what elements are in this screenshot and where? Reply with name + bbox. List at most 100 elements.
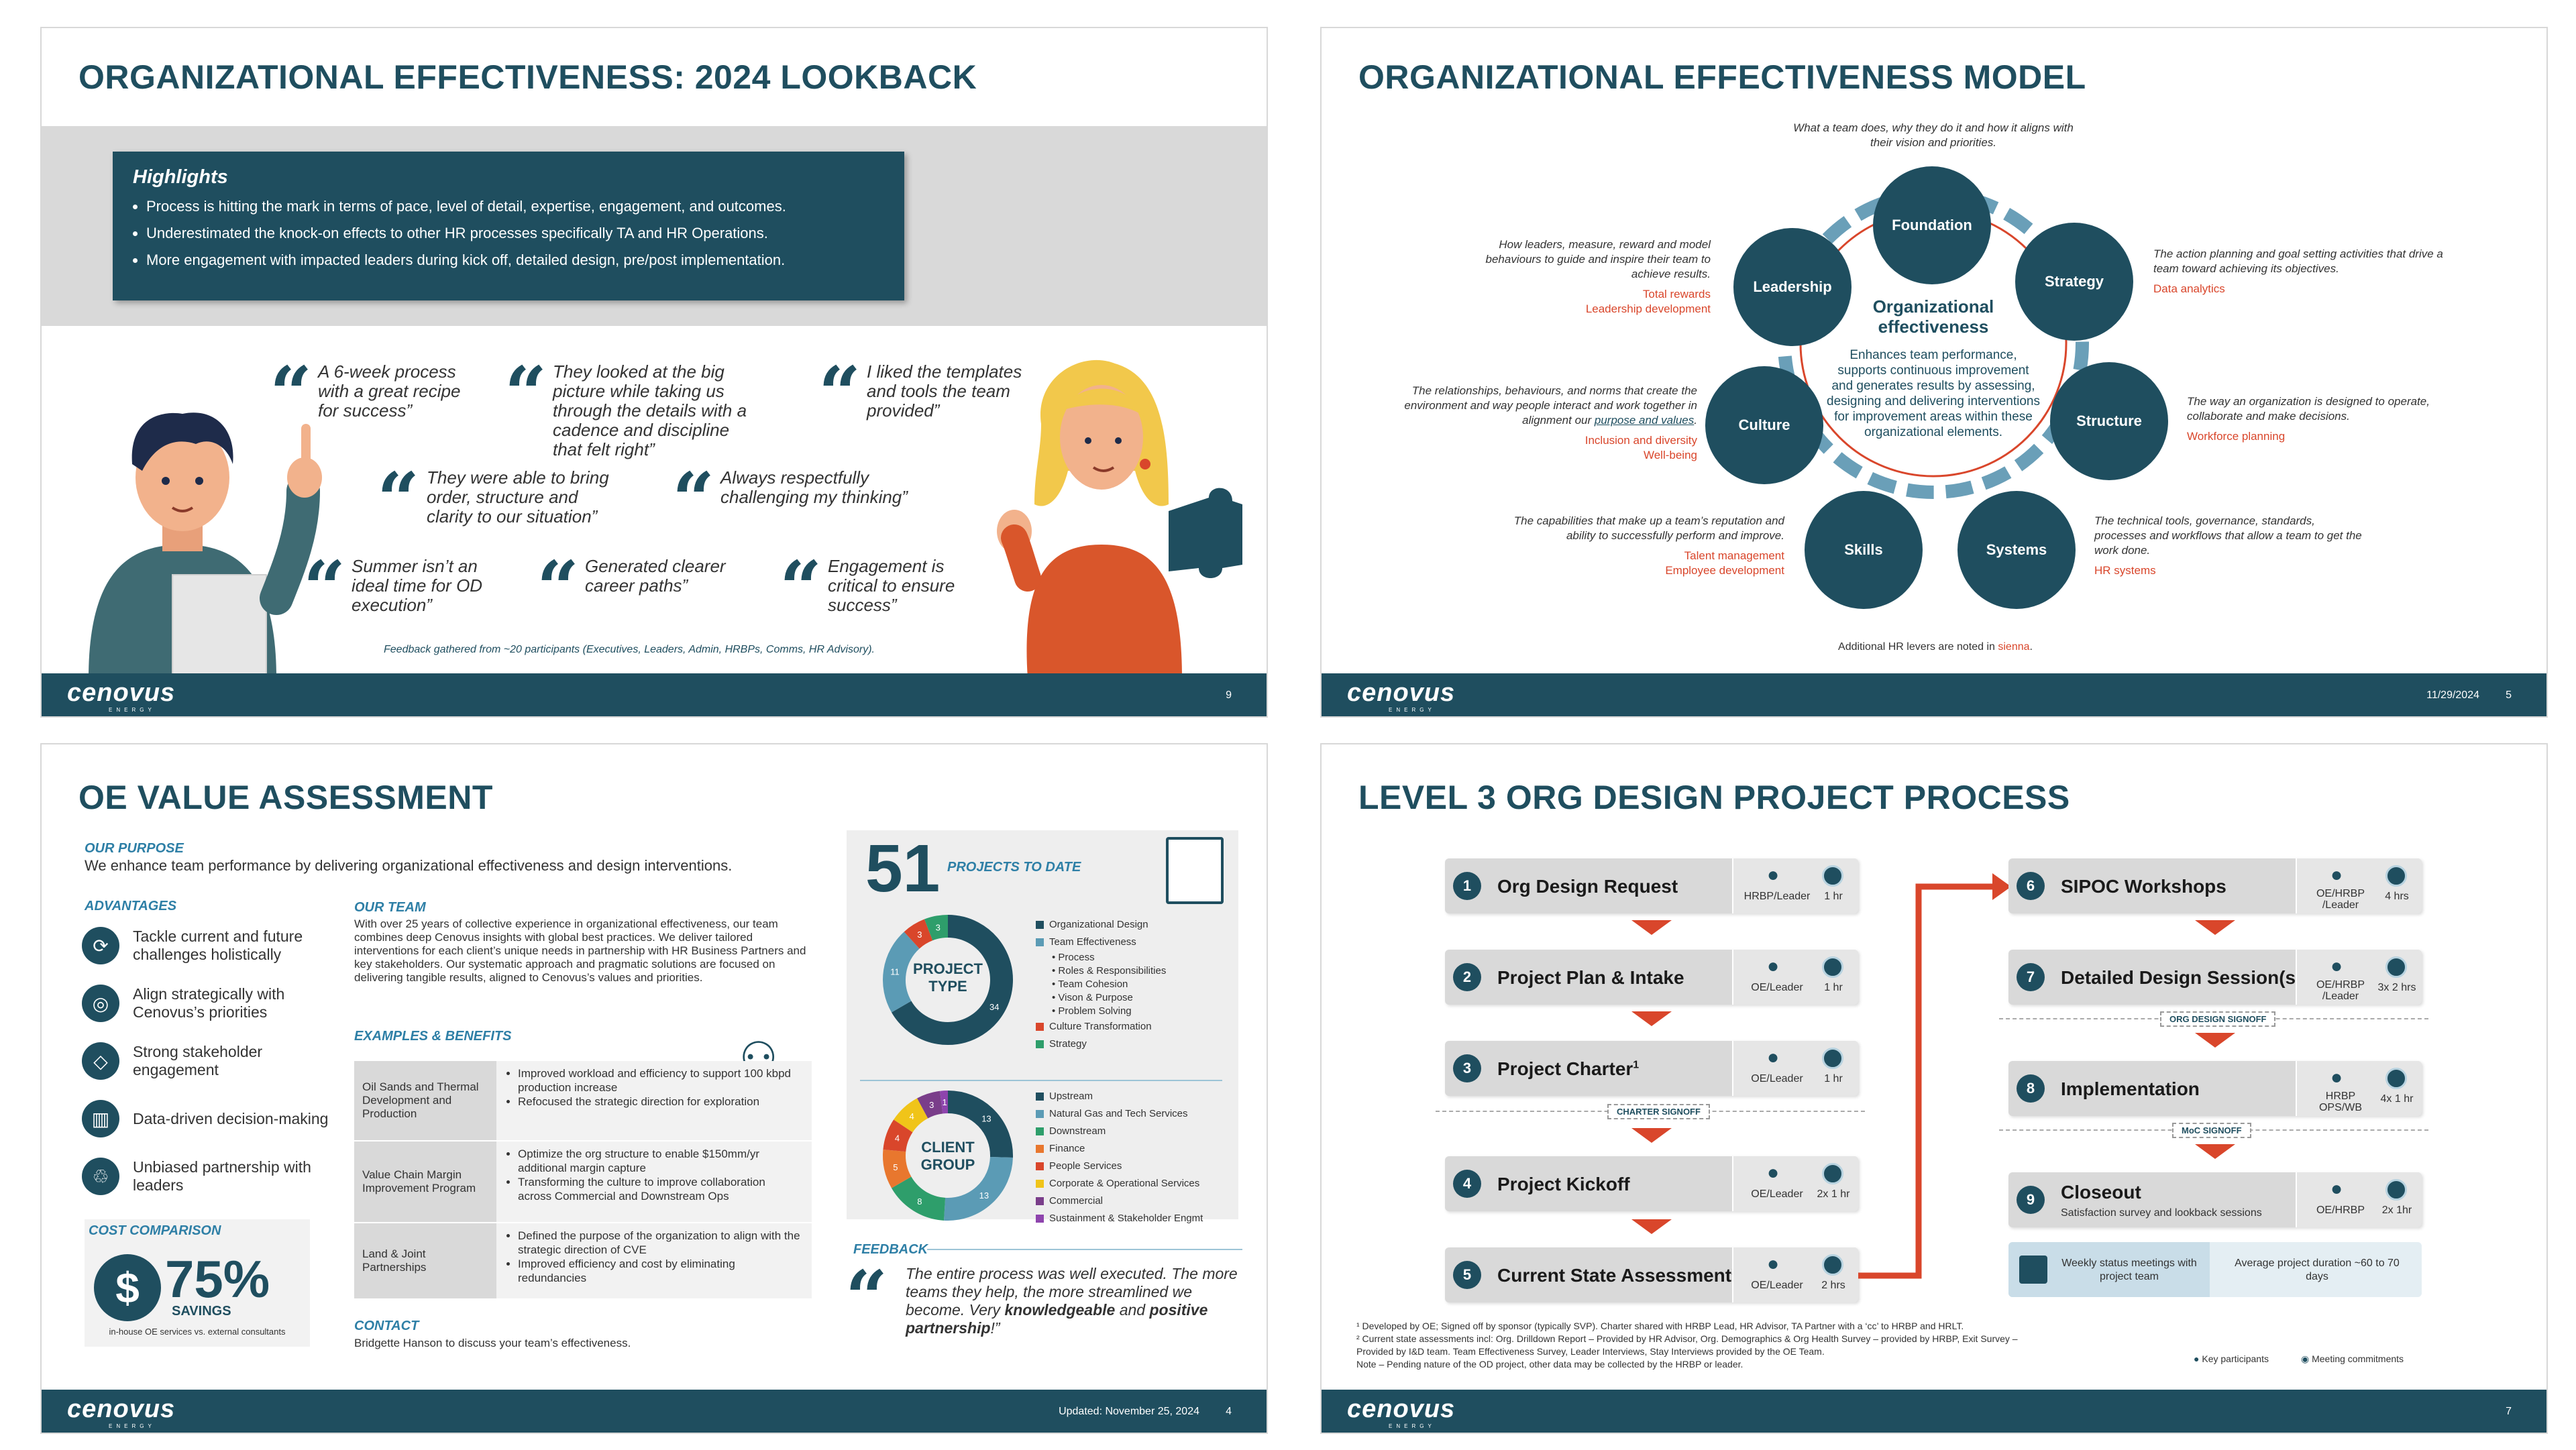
person-icon: ● — [2194, 1353, 2200, 1364]
process-step[interactable]: 5 Current State Assessment2 ●OE/Leader2 … — [1445, 1247, 1858, 1302]
table-row: Oil Sands and Thermal Development and Pr… — [354, 1061, 812, 1141]
hr-lever: HR systems — [2094, 564, 2156, 577]
org-design-signoff: ORG DESIGN SIGNOFF — [2160, 1011, 2276, 1027]
node-culture[interactable]: Culture — [1705, 366, 1823, 484]
client-group-slice — [894, 1098, 928, 1133]
client-group-slice — [917, 1091, 944, 1119]
quote: I liked the templates and tools the team… — [867, 361, 1022, 421]
process-step[interactable]: 8 Implementation ● HRBP OPS/WB 4x 1 hr — [2008, 1061, 2422, 1116]
legend-item: Culture Transformation — [1036, 1018, 1166, 1036]
man-illustration — [89, 412, 322, 679]
slide-value-assessment[interactable]: OE VALUE ASSESSMENT OUR PURPOSE We enhan… — [40, 743, 1268, 1434]
meetings-box: Weekly status meetings with project team… — [2008, 1242, 2422, 1297]
connector-arrow — [1858, 873, 2011, 1279]
annotation-text: The way an organization is designed to o… — [2187, 395, 2430, 423]
client-group-data-label: 8 — [917, 1196, 922, 1207]
chevron-down-icon — [2195, 1033, 2235, 1048]
project-type-data-label: 3 — [936, 922, 941, 932]
slide-project-process[interactable]: LEVEL 3 ORG DESIGN PROJECT PROCESS 1 Org… — [1320, 743, 2548, 1434]
charter-signoff: CHARTER SIGNOFF — [1607, 1104, 1710, 1119]
hr-lever: Data analytics — [2153, 282, 2225, 295]
slide-title: LEVEL 3 ORG DESIGN PROJECT PROCESS — [1358, 779, 2070, 816]
hr-lever: Employee development — [1665, 564, 1784, 577]
person-icon: ● — [1767, 955, 1780, 977]
purpose-heading: OUR PURPOSE — [85, 841, 184, 856]
quote: Summer isn’t an ideal time for OD execut… — [352, 556, 483, 615]
advantages-heading: ADVANTAGES — [85, 899, 177, 913]
logo-subtitle: ENERGY — [1389, 707, 1436, 713]
advantage-item: ◇ Strong stakeholder engagement — [82, 1040, 350, 1082]
slide-footer: cenovus ENERGY Updated: November 25, 202… — [42, 1390, 1267, 1433]
quote-mark-icon: “ — [780, 545, 822, 631]
logo-subtitle: ENERGY — [109, 1423, 156, 1429]
person-icon: ● — [1767, 1253, 1780, 1275]
project-type-slice — [904, 919, 933, 949]
diamond-icon: ◇ — [82, 1042, 119, 1080]
annotation-skills: The capabilities that make up a team’s r… — [1496, 514, 1784, 578]
legend-item: Upstream — [1036, 1088, 1203, 1105]
clock-icon — [1822, 956, 1843, 978]
process-step[interactable]: 1 Org Design Request ● HRBP/Leader 1 hr — [1445, 858, 1858, 913]
table-row: Value Chain Margin Improvement Program O… — [354, 1141, 812, 1223]
donut1-label: PROJECT TYPE — [913, 960, 983, 995]
node-skills[interactable]: Skills — [1805, 491, 1923, 609]
slide-footer: cenovus ENERGY 11/29/2024 5 — [1322, 673, 2546, 716]
bar-chart-icon: ▥ — [82, 1100, 119, 1137]
cenovus-logo: cenovus — [1347, 679, 1456, 707]
highlight-item: Underestimated the knock-on effects to o… — [146, 225, 884, 242]
projects-panel: 51 PROJECTS TO DATE 34 11 3 3 PROJECT TYPE … — [847, 830, 1238, 1224]
process-step[interactable]: 4 Project Kickoff ● OE/Leader 2x 1 hr — [1445, 1156, 1858, 1211]
team-text: With over 25 years of collective experie… — [354, 917, 806, 984]
process-step[interactable]: 7 Detailed Design Session(s) ● OE/HRBP /L… — [2008, 950, 2422, 1005]
client-group-slice — [891, 1176, 946, 1221]
moc-signoff: MoC SIGNOFF — [2172, 1123, 2251, 1138]
annotation-strategy: The action planning and goal setting act… — [2153, 247, 2449, 296]
node-structure[interactable]: Structure — [2050, 362, 2168, 480]
annotation-leadership: How leaders, measure, reward and model b… — [1456, 237, 1711, 317]
clock-icon — [2385, 1068, 2407, 1089]
hr-lever: Workforce planning — [2187, 430, 2286, 443]
hr-lever: Total rewards — [1642, 288, 1711, 300]
process-step[interactable]: 6 SIPOC Workshops ● OE/HRBP /Leader 4 hrs — [2008, 858, 2422, 913]
feedback-heading: FEEDBACK — [853, 1242, 928, 1257]
clock-icon — [2385, 956, 2407, 978]
node-foundation[interactable]: Foundation — [1873, 166, 1991, 284]
footnotes: ¹ Developed by OE; Signed off by sponsor… — [1356, 1321, 2018, 1370]
process-step[interactable]: 9 Closeout Satisfaction survey and lookb… — [2008, 1172, 2422, 1227]
client-group-data-label: 5 — [893, 1162, 898, 1172]
node-leadership[interactable]: Leadership — [1733, 228, 1851, 346]
page-number: 4 — [1226, 1406, 1232, 1417]
divider — [860, 1080, 1222, 1081]
project-type-data-label: 11 — [890, 967, 900, 977]
node-strategy[interactable]: Strategy — [2015, 223, 2133, 341]
cenovus-logo: cenovus — [67, 1395, 176, 1423]
center-body: Enhances team performance, supports cont… — [1827, 348, 2040, 439]
hr-levers-note: Additional HR levers are noted in sienna… — [1838, 641, 2033, 653]
quote: They looked at the big picture while tak… — [553, 361, 747, 459]
process-step[interactable]: 3 Project Charter1 ● OE/Leader 1 hr — [1445, 1041, 1858, 1096]
cost-heading: COST COMPARISON — [89, 1223, 221, 1238]
client-group-slice — [947, 1091, 1013, 1158]
highlight-item: More engagement with impacted leaders du… — [146, 252, 884, 269]
purpose-values-link[interactable]: purpose and values — [1594, 414, 1695, 427]
client-group-data-label: 1 — [942, 1097, 947, 1107]
client-group-slice — [940, 1091, 949, 1114]
annotation-text: The capabilities that make up a team’s r… — [1513, 514, 1784, 542]
advantage-item: ♲ Unbiased partnership with leaders — [82, 1155, 350, 1198]
slide-lookback[interactable]: ORGANIZATIONAL EFFECTIVENESS: 2024 LOOKB… — [40, 27, 1268, 718]
legend-item: Organizational Design — [1036, 916, 1166, 934]
client-group-data-label: 13 — [979, 1190, 989, 1201]
legend-item: People Services — [1036, 1158, 1203, 1175]
advantage-item: ⟳ Tackle current and future challenges ho… — [82, 924, 350, 967]
highlights-title: Highlights — [133, 166, 228, 188]
slide-oe-model[interactable]: ORGANIZATIONAL EFFECTIVENESS MODEL Organ… — [1320, 27, 2548, 718]
examples-table: Oil Sands and Thermal Development and Pr… — [354, 1061, 812, 1300]
legend-item: Finance — [1036, 1140, 1203, 1158]
person-icon: ● — [1767, 1046, 1780, 1068]
node-systems[interactable]: Systems — [1957, 491, 2076, 609]
process-step[interactable]: 2 Project Plan & Intake ● OE/Leader 1 hr — [1445, 950, 1858, 1005]
cenovus-logo: cenovus — [1347, 1395, 1456, 1423]
logo-subtitle: ENERGY — [109, 707, 156, 713]
cenovus-logo: cenovus — [67, 679, 176, 707]
chevron-down-icon — [1631, 1219, 1672, 1234]
